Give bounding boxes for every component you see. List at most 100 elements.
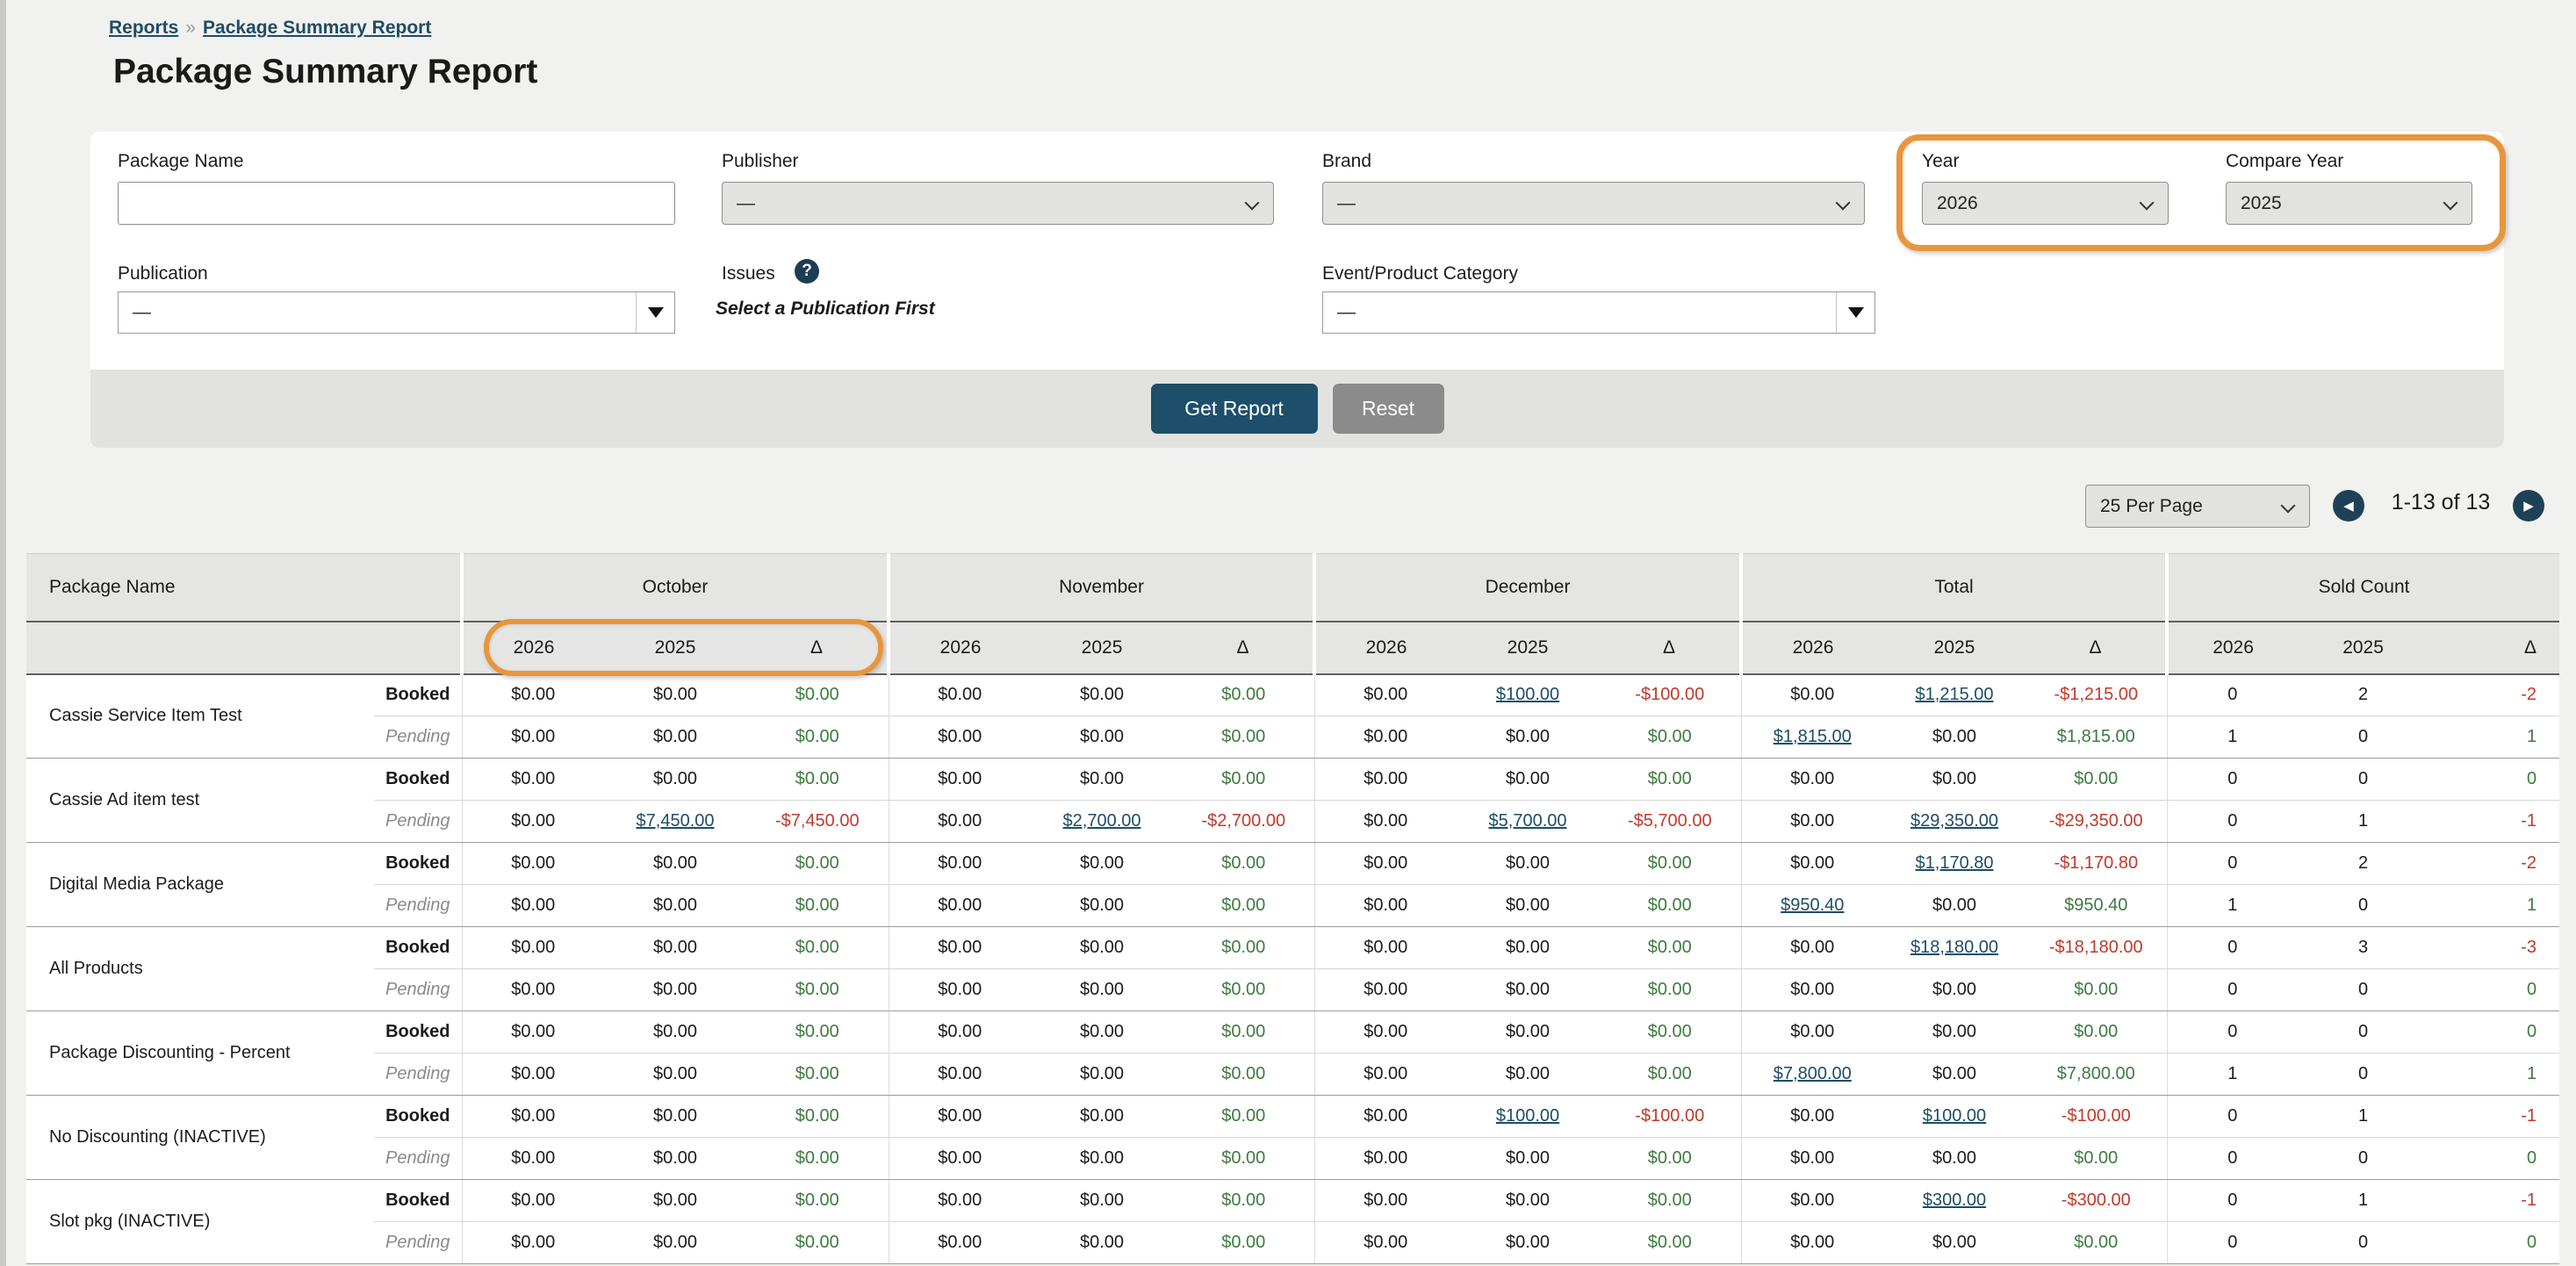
value-cell: $0.00 <box>1031 885 1173 927</box>
value-cell: $0.00 <box>1741 1138 1883 1180</box>
value-cell: -2 <box>2428 843 2559 885</box>
reset-button[interactable]: Reset <box>1333 384 1444 434</box>
row-label-booked: Booked <box>374 843 462 885</box>
per-page-select-value: 25 Per Page <box>2100 496 2203 517</box>
year-select[interactable]: 2026 <box>1922 182 2169 225</box>
value-cell: $0.00 <box>1031 1180 1173 1222</box>
value-link[interactable]: $1,215.00 <box>1916 685 1994 704</box>
value-cell: $0.00 <box>1031 1011 1173 1054</box>
value-cell: $0.00 <box>1314 969 1457 1011</box>
value-cell: $0.00 <box>604 843 746 885</box>
value-cell: -1 <box>2428 1180 2559 1222</box>
value-cell: $0.00 <box>1741 969 1883 1011</box>
value-cell: $0.00 <box>1883 759 2026 801</box>
value-cell: $0.00 <box>1741 843 1883 885</box>
value-cell: $0.00 <box>1883 1054 2026 1096</box>
value-link[interactable]: $2,700.00 <box>1063 811 1141 831</box>
value-cell: $0.00 <box>1314 843 1457 885</box>
value-cell: $0.00 <box>1173 843 1314 885</box>
value-cell: $0.00 <box>1173 759 1314 801</box>
value-cell: $7,800.00 <box>2026 1054 2167 1096</box>
value-cell: $0.00 <box>462 969 604 1011</box>
value-cell: $0.00 <box>1031 843 1173 885</box>
chevron-down-icon <box>2281 499 2296 514</box>
arrow-left-icon: ◀ <box>2343 498 2354 514</box>
value-link[interactable]: $18,180.00 <box>1910 938 1998 957</box>
value-cell: $0.00 <box>1457 1054 1599 1096</box>
value-cell: $0.00 <box>1741 1096 1883 1138</box>
value-cell: 1 <box>2428 885 2559 927</box>
value-cell: $0.00 <box>1599 843 1741 885</box>
value-cell: $0.00 <box>1314 674 1457 716</box>
value-cell: $0.00 <box>889 885 1031 927</box>
value-link[interactable]: $5,700.00 <box>1489 811 1567 831</box>
next-page-button[interactable]: ▶ <box>2513 490 2544 522</box>
value-link[interactable]: $950.40 <box>1781 896 1844 915</box>
compare-year-select[interactable]: 2025 <box>2226 182 2472 225</box>
value-cell: $0.00 <box>1883 716 2026 759</box>
value-cell: $0.00 <box>1599 969 1741 1011</box>
publication-select[interactable]: — <box>118 291 675 334</box>
report-table-header: Package NameOctoberNovemberDecemberTotal… <box>26 554 2559 674</box>
year-subheader: Δ <box>1173 622 1314 674</box>
publication-label: Publication <box>118 263 208 284</box>
value-cell: $0.00 <box>604 927 746 969</box>
value-cell: $0.00 <box>1741 1222 1883 1264</box>
value-cell: $0.00 <box>1031 1054 1173 1096</box>
value-link[interactable]: $7,450.00 <box>637 811 715 831</box>
brand-select[interactable]: — <box>1322 182 1865 225</box>
value-cell: $0.00 <box>1599 1138 1741 1180</box>
help-icon[interactable]: ? <box>795 259 819 284</box>
value-cell: 0 <box>2167 1096 2298 1138</box>
value-cell: $0.00 <box>746 885 889 927</box>
per-page-select[interactable]: 25 Per Page <box>2085 485 2310 528</box>
caret-down-icon <box>648 307 664 318</box>
value-cell: $0.00 <box>1457 843 1599 885</box>
value-link[interactable]: $100.00 <box>1923 1106 1986 1126</box>
chevron-down-icon <box>2443 196 2458 211</box>
chevron-down-icon <box>1245 196 1260 211</box>
package-name-cell: Package Discounting - Percent <box>26 1011 374 1096</box>
value-cell: $0.00 <box>1173 1054 1314 1096</box>
table-row: Digital Media PackageBooked$0.00$0.00$0.… <box>26 843 2559 885</box>
package-name-input[interactable] <box>118 182 675 225</box>
value-link[interactable]: $100.00 <box>1496 1106 1559 1126</box>
value-cell: $0.00 <box>1883 1222 2026 1264</box>
value-cell: $0.00 <box>1599 716 1741 759</box>
publication-select-value: — <box>133 302 151 323</box>
breadcrumb-link-reports[interactable]: Reports <box>109 18 178 38</box>
get-report-button[interactable]: Get Report <box>1151 384 1318 434</box>
value-cell: $0.00 <box>1457 1138 1599 1180</box>
value-cell: 0 <box>2428 759 2559 801</box>
value-cell: 0 <box>2167 759 2298 801</box>
arrow-right-icon: ▶ <box>2523 498 2534 514</box>
value-link[interactable]: $100.00 <box>1496 685 1559 704</box>
value-cell: -$100.00 <box>1599 1096 1741 1138</box>
value-link[interactable]: $300.00 <box>1923 1190 1986 1210</box>
value-cell: $0.00 <box>2026 1011 2167 1054</box>
value-link[interactable]: $1,170.80 <box>1916 853 1994 873</box>
breadcrumb-link-package-summary-report[interactable]: Package Summary Report <box>203 18 431 38</box>
value-link[interactable]: $1,815.00 <box>1774 727 1852 746</box>
value-link[interactable]: $7,800.00 <box>1774 1064 1852 1083</box>
value-cell: $0.00 <box>604 885 746 927</box>
brand-label: Brand <box>1322 151 1371 172</box>
row-label-pending: Pending <box>374 1222 462 1264</box>
table-row: No Discounting (INACTIVE)Booked$0.00$0.0… <box>26 1096 2559 1138</box>
publisher-select[interactable]: — <box>722 182 1274 225</box>
value-link[interactable]: $29,350.00 <box>1910 811 1998 831</box>
value-cell: $0.00 <box>1314 1011 1457 1054</box>
previous-page-button[interactable]: ◀ <box>2333 490 2364 522</box>
value-cell: 1 <box>2167 885 2298 927</box>
value-cell: $0.00 <box>462 801 604 843</box>
value-cell: 0 <box>2298 759 2428 801</box>
value-cell: -$100.00 <box>2026 1096 2167 1138</box>
value-cell: $1,815.00 <box>2026 716 2167 759</box>
value-cell: $0.00 <box>746 1096 889 1138</box>
value-cell: $0.00 <box>889 716 1031 759</box>
breadcrumb-separator: » <box>185 18 196 38</box>
chevron-down-icon <box>1836 196 1851 211</box>
value-cell: $0.00 <box>1457 1011 1599 1054</box>
event-product-category-select[interactable]: — <box>1322 291 1875 334</box>
package-name-cell: Digital Media Package <box>26 843 374 927</box>
